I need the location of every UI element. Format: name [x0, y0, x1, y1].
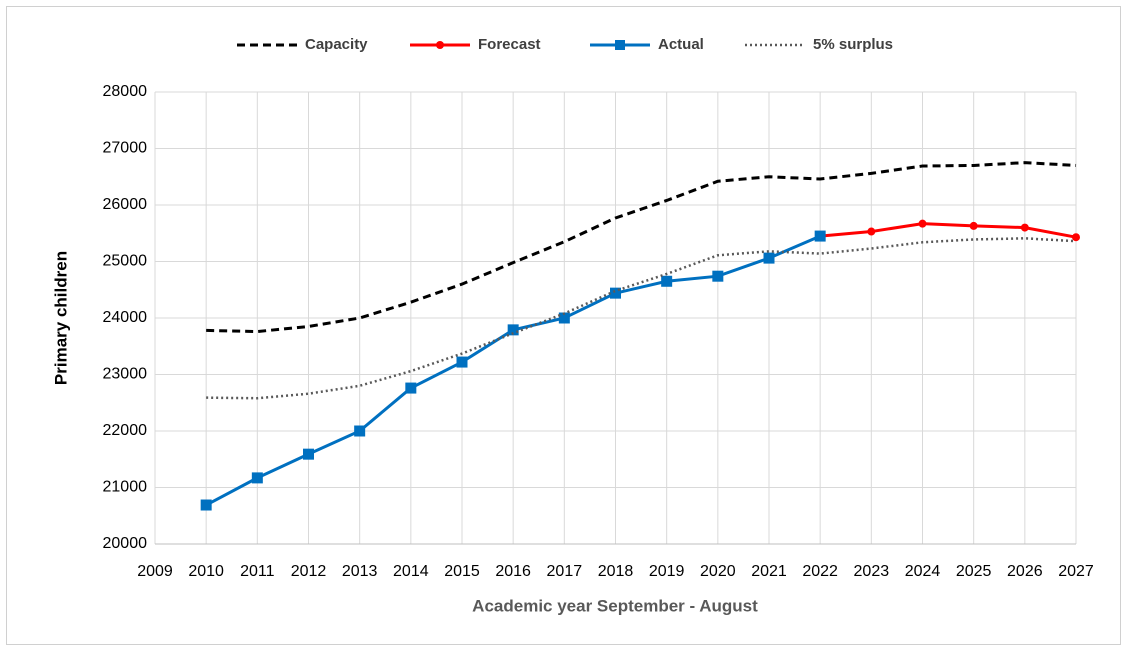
marker [1020, 223, 1029, 232]
marker [918, 219, 927, 228]
x-axis-title: Academic year September - August [472, 596, 758, 615]
x-tick-label: 2026 [1007, 563, 1043, 580]
legend-marker [615, 40, 625, 50]
x-tick-label: 2025 [956, 563, 992, 580]
legend-marker [436, 41, 444, 49]
legend-label: Capacity [305, 36, 368, 53]
marker [303, 448, 314, 460]
series-line [206, 237, 1077, 400]
y-tick-label: 22000 [103, 422, 148, 439]
x-tick-label: 2009 [137, 563, 173, 580]
legend-label: Forecast [478, 36, 541, 53]
marker [200, 499, 212, 511]
x-tick-label: 2014 [393, 563, 429, 580]
marker [867, 227, 876, 236]
y-tick-label: 23000 [103, 366, 148, 383]
marker [610, 287, 621, 299]
y-tick-label: 24000 [103, 309, 148, 326]
marker [661, 275, 673, 287]
y-tick-label: 25000 [103, 253, 148, 270]
marker [354, 425, 366, 437]
legend-label: 5% surplus [813, 36, 893, 53]
y-tick-label: 26000 [103, 196, 148, 213]
chart-border [6, 6, 1121, 645]
legend-label: Actual [658, 36, 704, 53]
x-tick-label: 2017 [547, 563, 583, 580]
y-tick-label: 28000 [103, 83, 148, 100]
marker [251, 472, 263, 484]
x-tick-label: 2027 [1058, 563, 1094, 580]
marker [763, 252, 775, 264]
marker [814, 230, 826, 242]
x-tick-label: 2019 [649, 563, 685, 580]
y-axis-title: Primary children [51, 251, 70, 385]
x-tick-label: 2013 [342, 563, 378, 580]
marker [712, 270, 724, 282]
marker [405, 382, 417, 394]
x-tick-label: 2023 [854, 563, 890, 580]
marker [507, 324, 519, 336]
x-tick-label: 2018 [598, 563, 634, 580]
x-tick-label: 2011 [240, 563, 275, 580]
x-tick-label: 2020 [700, 563, 736, 580]
marker [558, 312, 570, 324]
x-tick-label: 2010 [188, 563, 224, 580]
series-line [206, 161, 1077, 334]
x-tick-label: 2021 [751, 563, 787, 580]
x-tick-label: 2024 [905, 563, 941, 580]
marker [969, 221, 978, 230]
y-tick-label: 20000 [103, 535, 148, 552]
marker [1072, 233, 1080, 242]
x-tick-label: 2015 [444, 563, 480, 580]
x-tick-label: 2016 [495, 563, 531, 580]
y-tick-label: 27000 [103, 140, 148, 157]
series-line [820, 222, 1077, 239]
y-tick-label: 21000 [103, 479, 148, 496]
marker [456, 356, 468, 368]
x-tick-label: 2012 [291, 563, 327, 580]
x-tick-label: 2022 [802, 563, 838, 580]
